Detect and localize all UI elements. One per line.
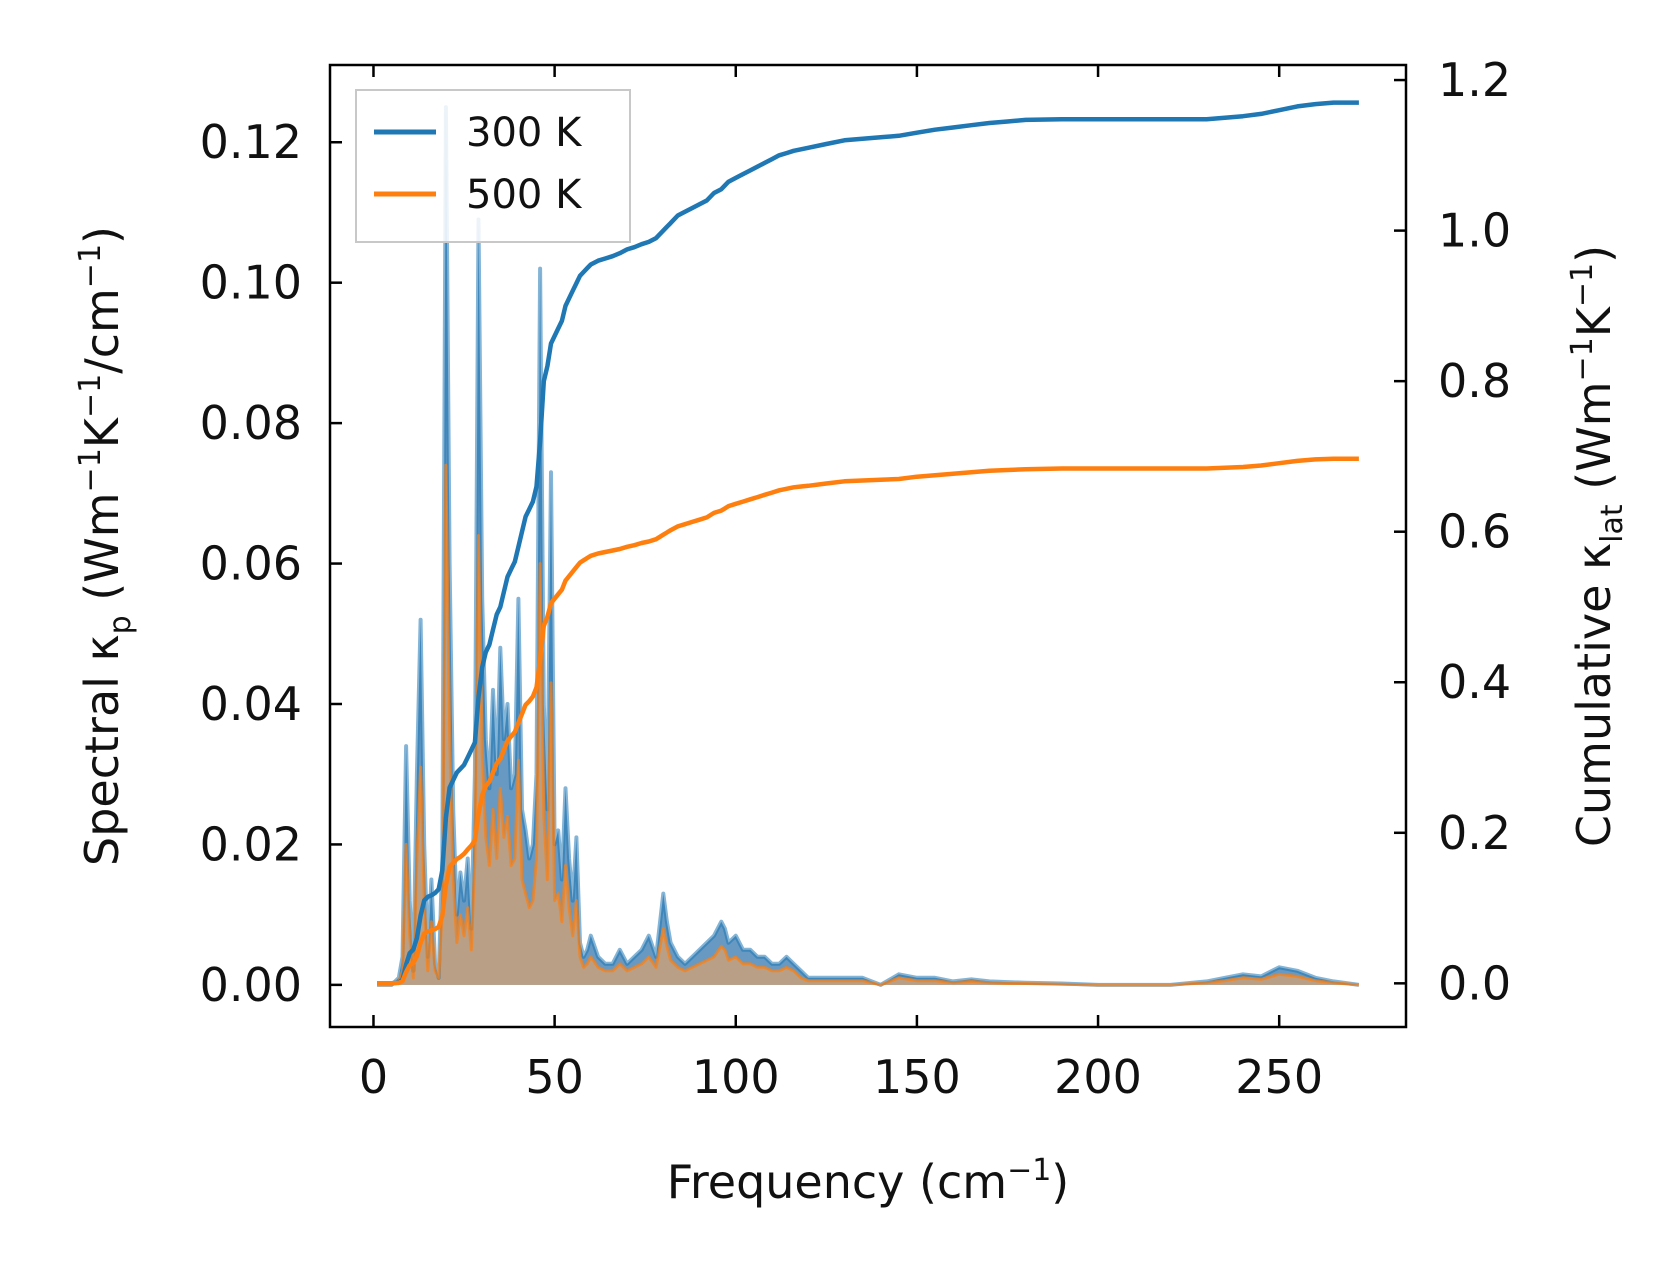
y-left-tick-label: 0.02 — [200, 817, 302, 871]
chart-lines — [377, 100, 1360, 987]
legend-label-300k: 300 K — [466, 110, 583, 156]
cumulative-line-300k — [377, 100, 1359, 986]
y-right-tick-label: 0.0 — [1438, 956, 1511, 1010]
y-right-tick-label: 0.6 — [1438, 505, 1511, 559]
y-left-tick-label: 0.10 — [200, 256, 302, 310]
x-tick-label: 0 — [359, 1050, 388, 1104]
cumulative-line-500k — [377, 456, 1359, 986]
x-tick-label: 50 — [525, 1050, 584, 1104]
y-right-tick-label: 0.8 — [1438, 354, 1511, 408]
y-left-tick-label: 0.00 — [200, 958, 302, 1012]
legend-label-500k: 500 K — [466, 172, 583, 218]
x-tick-label: 150 — [873, 1050, 961, 1104]
axis-tick-labels: 0 50 100 150 200 250 0.00 0.02 0.04 0.06 0.08 0.10 0… — [200, 53, 1512, 1104]
y-left-tick-label: 0.08 — [200, 396, 302, 450]
spectral-line-500k — [377, 463, 1360, 987]
y-left-tick-label: 0.12 — [200, 115, 302, 169]
legend-box — [355, 89, 631, 243]
y-left-tick-label: 0.06 — [200, 537, 302, 591]
x-tick-label: 250 — [1235, 1050, 1323, 1104]
y-right-tick-label: 0.4 — [1438, 655, 1511, 709]
x-tick-label: 200 — [1054, 1050, 1142, 1104]
y-right-tick-label: 1.0 — [1438, 204, 1511, 258]
x-axis-label: Frequency (cm−1) — [667, 1153, 1070, 1209]
x-tick-label: 100 — [692, 1050, 780, 1104]
y-left-axis-label: Spectral κp (Wm−1K−1/cm−1) — [73, 226, 138, 866]
spectral-fill-500k — [377, 465, 1359, 985]
axis-ticks — [330, 65, 1406, 1027]
y-right-tick-label: 1.2 — [1438, 53, 1511, 107]
y-right-axis-label: Cumulative κlat (Wm−1K−1) — [1565, 245, 1630, 847]
spectral-line-300k — [377, 105, 1360, 987]
legend: 300 K 500 K — [355, 89, 631, 243]
spectral-fills — [377, 107, 1359, 985]
y-left-tick-label: 0.04 — [200, 677, 302, 731]
y-right-tick-label: 0.2 — [1438, 806, 1511, 860]
plot-frame — [328, 63, 1408, 1029]
